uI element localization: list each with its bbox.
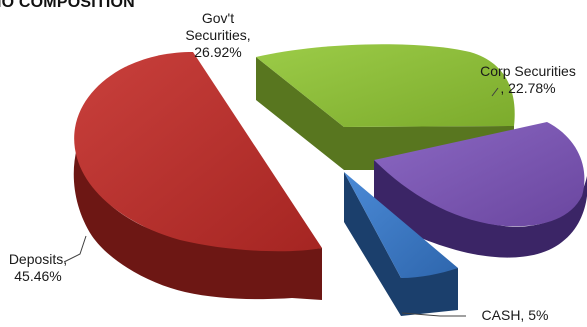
chart-title: LIO COMPOSITION xyxy=(0,0,135,11)
data-label-corp-securities: Corp Securities , 22.78% xyxy=(480,63,576,96)
pie-slice-govt-side xyxy=(256,57,514,170)
leader-line-corp xyxy=(491,87,499,97)
data-label-govt-securities: Gov't Securities, 26.92% xyxy=(185,10,250,60)
data-label-deposits: Deposits, 45.46% xyxy=(9,251,67,284)
pie-slice-cash xyxy=(344,172,458,316)
leader-line-deposits xyxy=(63,235,87,263)
data-label-govt-line3: 26.92% xyxy=(194,44,241,60)
leader-line-cash xyxy=(401,312,466,317)
pie-slice-cash-side xyxy=(344,172,458,316)
pie-slice-corp-side xyxy=(374,160,587,258)
pie-slice-deposits xyxy=(73,52,323,300)
data-label-cash: CASH, 5% xyxy=(482,307,549,323)
pie-slice-cash-top xyxy=(344,172,458,278)
data-label-cash-line1: CASH, 5% xyxy=(482,307,549,322)
data-label-govt-line1: Gov't xyxy=(202,10,234,26)
pie-slice-deposits-top xyxy=(74,52,323,252)
data-label-deposits-line1: Deposits, xyxy=(9,251,67,267)
data-label-corp-line1: Corp Securities xyxy=(480,63,576,79)
pie-slice-govt-top xyxy=(256,44,515,127)
pie-slice-govt-securities xyxy=(256,44,515,170)
pie-slice-corp-top xyxy=(374,122,585,227)
data-label-deposits-line2: 45.46% xyxy=(14,268,61,284)
data-label-corp-line2: , 22.78% xyxy=(500,80,555,96)
pie-slice-deposits-side xyxy=(73,148,322,300)
data-label-govt-line2: Securities, xyxy=(185,27,250,43)
pie-slice-corp-securities xyxy=(374,122,587,258)
